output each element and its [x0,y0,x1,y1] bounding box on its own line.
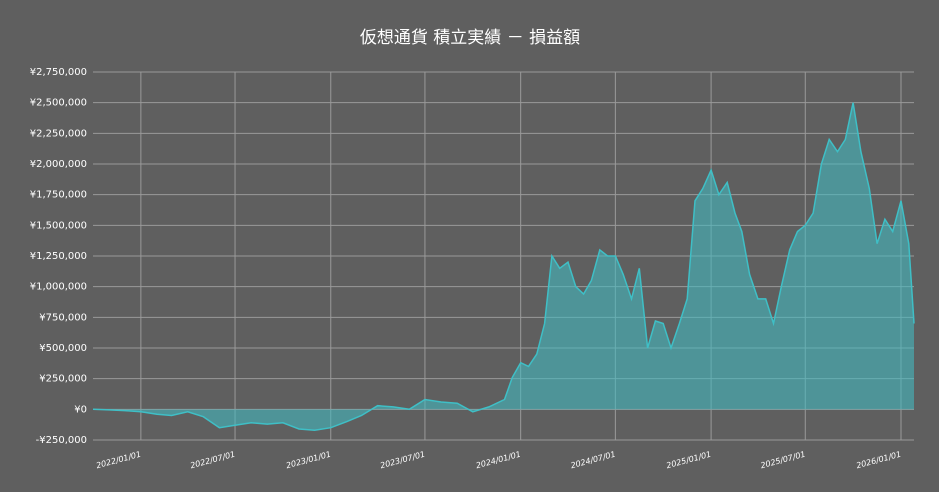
y-tick-label: ¥250,000 [39,374,87,385]
y-tick-label: ¥750,000 [39,312,87,323]
y-tick-label: ¥1,500,000 [30,220,87,231]
area [93,102,914,431]
y-tick-label: ¥1,750,000 [30,190,87,201]
y-tick-label: ¥0 [74,404,87,415]
y-tick-label: ¥2,000,000 [30,159,87,170]
y-tick-label: ¥500,000 [39,343,87,354]
y-tick-label: ¥1,000,000 [30,282,87,293]
y-tick-label: ¥2,750,000 [30,67,87,78]
chart-title: 仮想通貨 積立実績 － 損益額 [360,28,580,48]
y-tick-label: ¥2,250,000 [30,128,87,139]
y-tick-label: -¥250,000 [36,435,87,446]
y-tick-label: ¥1,250,000 [30,251,87,262]
line [92,102,915,431]
y-tick-label: ¥2,500,000 [30,98,87,109]
